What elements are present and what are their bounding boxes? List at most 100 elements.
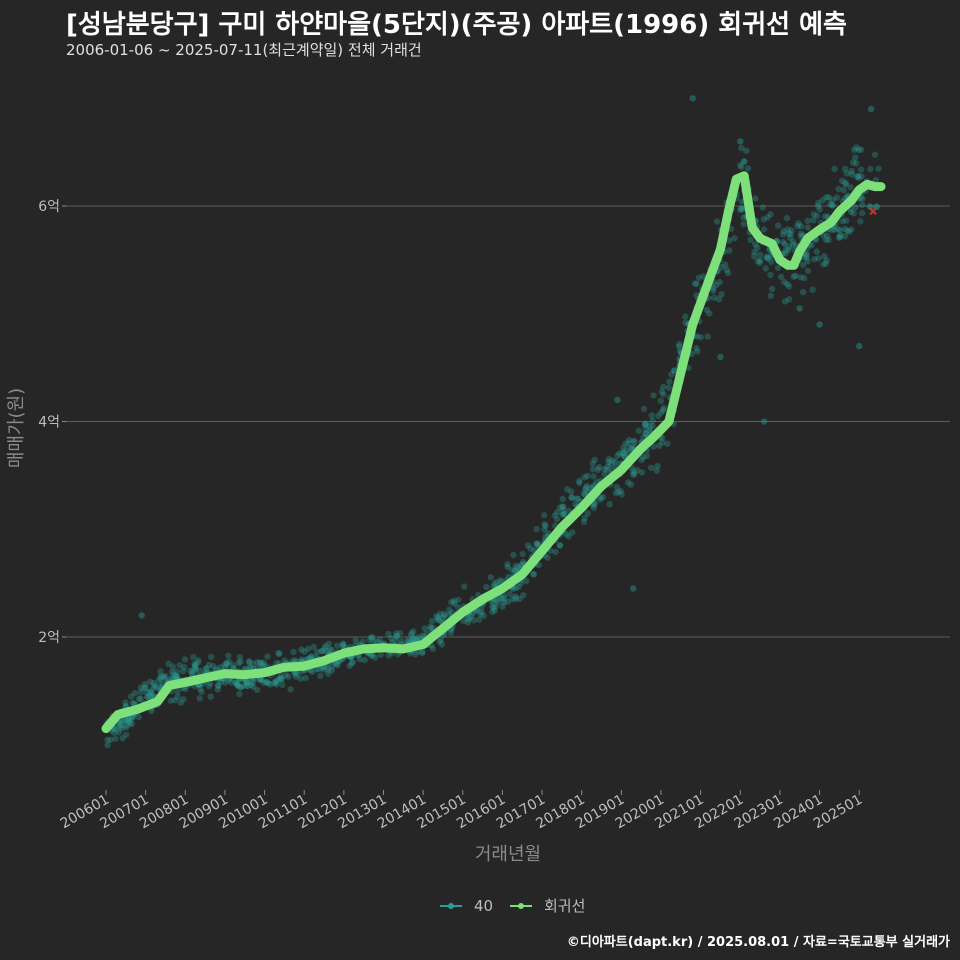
scatter-point <box>207 680 214 687</box>
scatter-point-outlier <box>630 585 637 592</box>
scatter-point <box>524 542 532 549</box>
scatter-point <box>445 611 453 618</box>
scatter-point <box>873 203 880 210</box>
scatter-point <box>648 412 655 419</box>
scatter-point <box>560 510 568 518</box>
scatter-point <box>110 729 118 736</box>
scatter-point <box>760 216 767 223</box>
scatter-point <box>859 195 866 202</box>
scatter-point <box>785 296 793 303</box>
scatter-point <box>723 266 730 273</box>
scatter-point <box>189 670 196 677</box>
scatter-point <box>234 681 241 688</box>
scatter-point <box>371 654 379 661</box>
scatter-point <box>740 158 748 165</box>
scatter-point <box>461 583 468 590</box>
scatter-point <box>813 212 820 220</box>
scatter-point <box>270 679 278 686</box>
scatter-point <box>107 736 114 743</box>
scatter-point <box>846 228 853 235</box>
scatter-point <box>815 199 822 207</box>
legend-scatter-swatch-dot <box>448 903 454 909</box>
scatter-point <box>250 683 257 691</box>
scatter-point <box>494 596 501 604</box>
scatter-point <box>192 661 199 669</box>
scatter-point <box>512 584 519 592</box>
scatter-point <box>492 603 499 610</box>
scatter-point <box>167 697 174 704</box>
scatter-point <box>491 580 498 588</box>
scatter-point <box>516 595 523 602</box>
source-caption: ©디아파트(dapt.kr) / 2025.08.01 / 자료=국토교통부 실… <box>566 935 950 950</box>
scatter-point <box>653 467 660 474</box>
scatter-point <box>568 494 576 501</box>
scatter-point <box>786 234 794 242</box>
scatter-point <box>808 242 815 249</box>
scatter-point <box>527 545 534 552</box>
scatter-point <box>236 690 243 698</box>
scatter-point <box>848 226 855 233</box>
scatter-point <box>839 177 846 184</box>
y-tick-label-2: 2억 <box>38 630 60 646</box>
scatter-point <box>180 696 187 703</box>
scatter-point <box>491 607 498 614</box>
scatter-point <box>144 693 151 701</box>
scatter-point <box>427 624 435 632</box>
scatter-point <box>407 631 415 639</box>
scatter-point <box>694 348 701 355</box>
scatter-point <box>174 693 181 700</box>
scatter-point <box>135 713 142 721</box>
scatter-point <box>308 653 315 660</box>
scatter-point <box>202 665 209 673</box>
scatter-point <box>272 677 280 684</box>
scatter-point <box>718 263 725 271</box>
scatter-point <box>560 507 567 514</box>
scatter-point <box>170 671 177 678</box>
scatter-point <box>631 438 638 446</box>
scatter-point <box>752 195 759 202</box>
scatter-point <box>519 550 526 558</box>
scatter-point <box>767 211 774 218</box>
scatter-point <box>601 466 608 473</box>
scatter-point <box>510 551 517 559</box>
scatter-point <box>767 292 774 299</box>
scatter-point <box>208 653 215 660</box>
scatter-point <box>169 663 176 670</box>
scatter-point <box>504 598 511 605</box>
scatter-point <box>612 458 619 465</box>
scatter-point-outlier <box>796 305 803 312</box>
scatter-point <box>215 682 222 689</box>
scatter-point <box>141 681 148 688</box>
scatter-point <box>657 397 664 404</box>
scatter-point <box>317 672 324 680</box>
scatter-point <box>533 525 540 533</box>
scatter-point <box>333 660 340 668</box>
scatter-point <box>217 678 224 685</box>
legend-item-regression[interactable]: 회귀선 <box>510 897 585 915</box>
scatter-point <box>682 319 689 326</box>
scatter-point <box>655 412 662 420</box>
scatter-point-outlier <box>614 396 621 404</box>
scatter-point <box>506 590 513 597</box>
scatter-point-outlier <box>138 612 145 619</box>
scatter-point <box>393 633 401 640</box>
scatter-point <box>272 679 279 686</box>
scatter-point <box>155 677 163 684</box>
scatter-point <box>192 664 199 671</box>
scatter-point <box>618 491 625 498</box>
legend-item-scatter[interactable]: 40 <box>440 897 493 915</box>
scatter-point <box>477 611 484 618</box>
scatter-point <box>499 603 506 610</box>
scatter-point <box>551 512 559 519</box>
scatter-point <box>840 186 847 194</box>
scatter-point <box>192 666 199 674</box>
scatter-point <box>756 251 764 258</box>
scatter-point <box>563 530 570 537</box>
scatter-point <box>464 615 472 623</box>
legend-label-scatter: 40 <box>474 897 493 915</box>
scatter-point <box>258 676 266 683</box>
scatter-point <box>804 267 812 275</box>
scatter-point <box>785 230 792 237</box>
scatter-point <box>590 504 597 511</box>
regression-line <box>101 171 886 734</box>
